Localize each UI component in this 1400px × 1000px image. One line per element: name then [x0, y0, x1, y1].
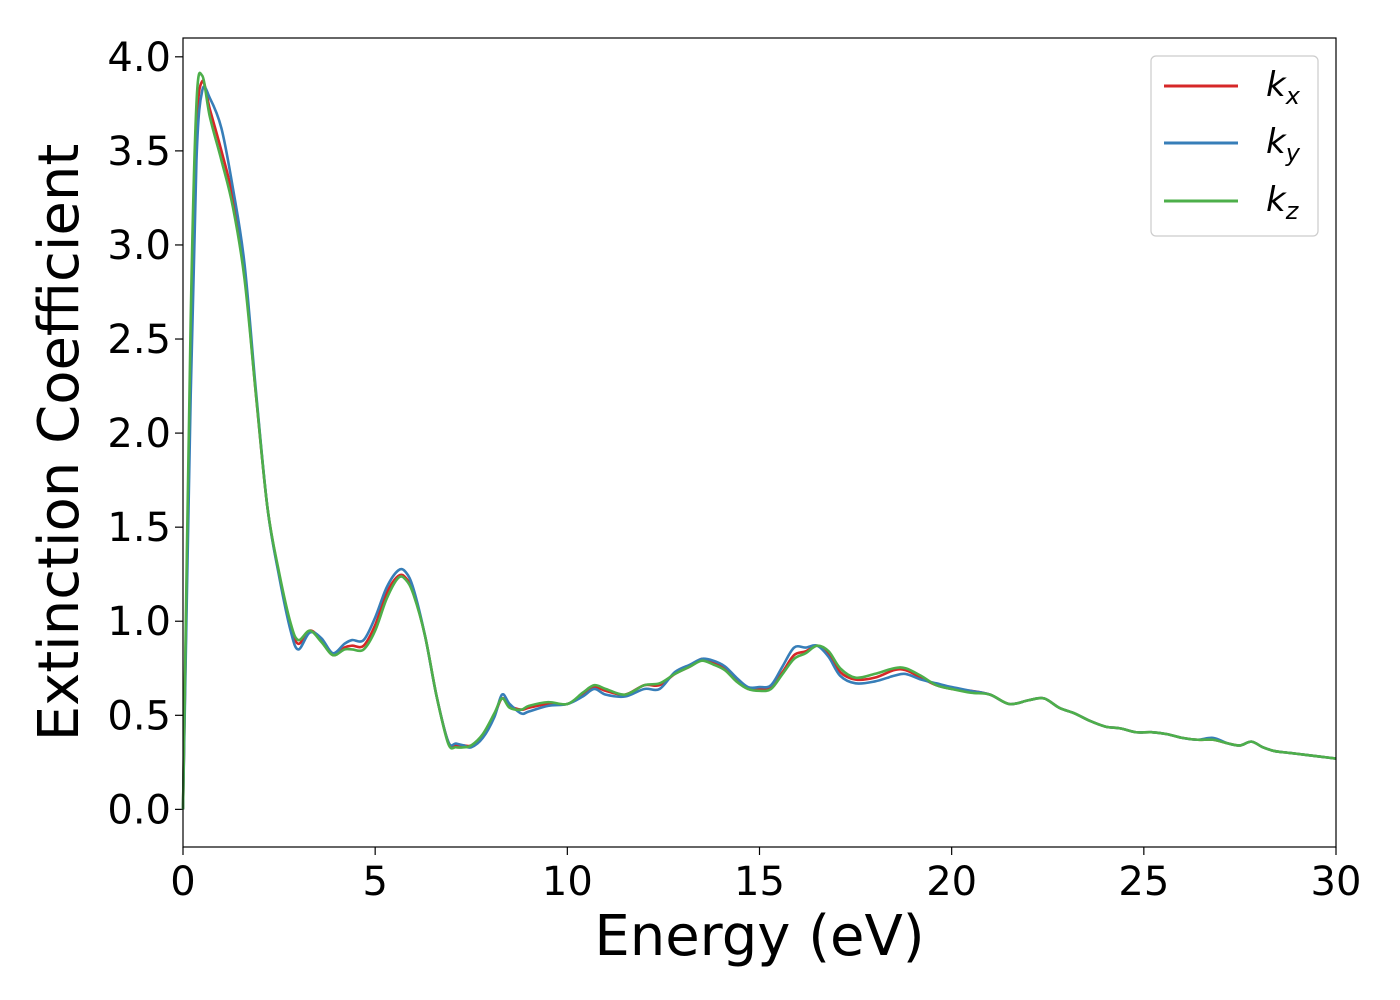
x-tick-label: 0 — [170, 859, 195, 905]
y-axis-title: Extinction Coefficient — [27, 144, 92, 742]
x-tick-label: 15 — [734, 859, 785, 905]
y-tick-label: 2.0 — [107, 411, 171, 457]
x-tick-label: 10 — [542, 859, 593, 905]
series-layer — [181, 71, 1337, 810]
y-tick-label: 3.5 — [107, 129, 171, 175]
legend: kx ky kz — [1150, 55, 1319, 237]
y-axis-ticks: 0.0 0.5 1.0 1.5 2.0 2.5 3.0 3.5 4.0 — [107, 35, 183, 833]
series-line-kz — [181, 71, 1337, 810]
y-tick-label: 0.0 — [107, 787, 171, 833]
x-tick-label: 25 — [1118, 859, 1169, 905]
x-axis-ticks: 0 5 10 15 20 25 30 — [170, 847, 1361, 905]
legend-label-kz: kz — [1266, 180, 1300, 225]
y-tick-label: 4.0 — [107, 35, 171, 81]
x-tick-label: 20 — [926, 859, 977, 905]
y-tick-label: 1.0 — [107, 599, 171, 645]
legend-label-ky: ky — [1266, 122, 1301, 167]
x-axis-title: Energy (eV) — [594, 904, 924, 969]
x-tick-label: 30 — [1311, 859, 1362, 905]
x-tick-label: 5 — [362, 859, 387, 905]
legend-label-kx: kx — [1266, 65, 1301, 110]
plot-frame — [182, 37, 1337, 848]
legend-frame — [1150, 55, 1319, 237]
y-tick-label: 2.5 — [107, 317, 171, 363]
y-tick-label: 0.5 — [107, 693, 171, 739]
y-tick-label: 1.5 — [107, 505, 171, 551]
y-tick-label: 3.0 — [107, 223, 171, 269]
